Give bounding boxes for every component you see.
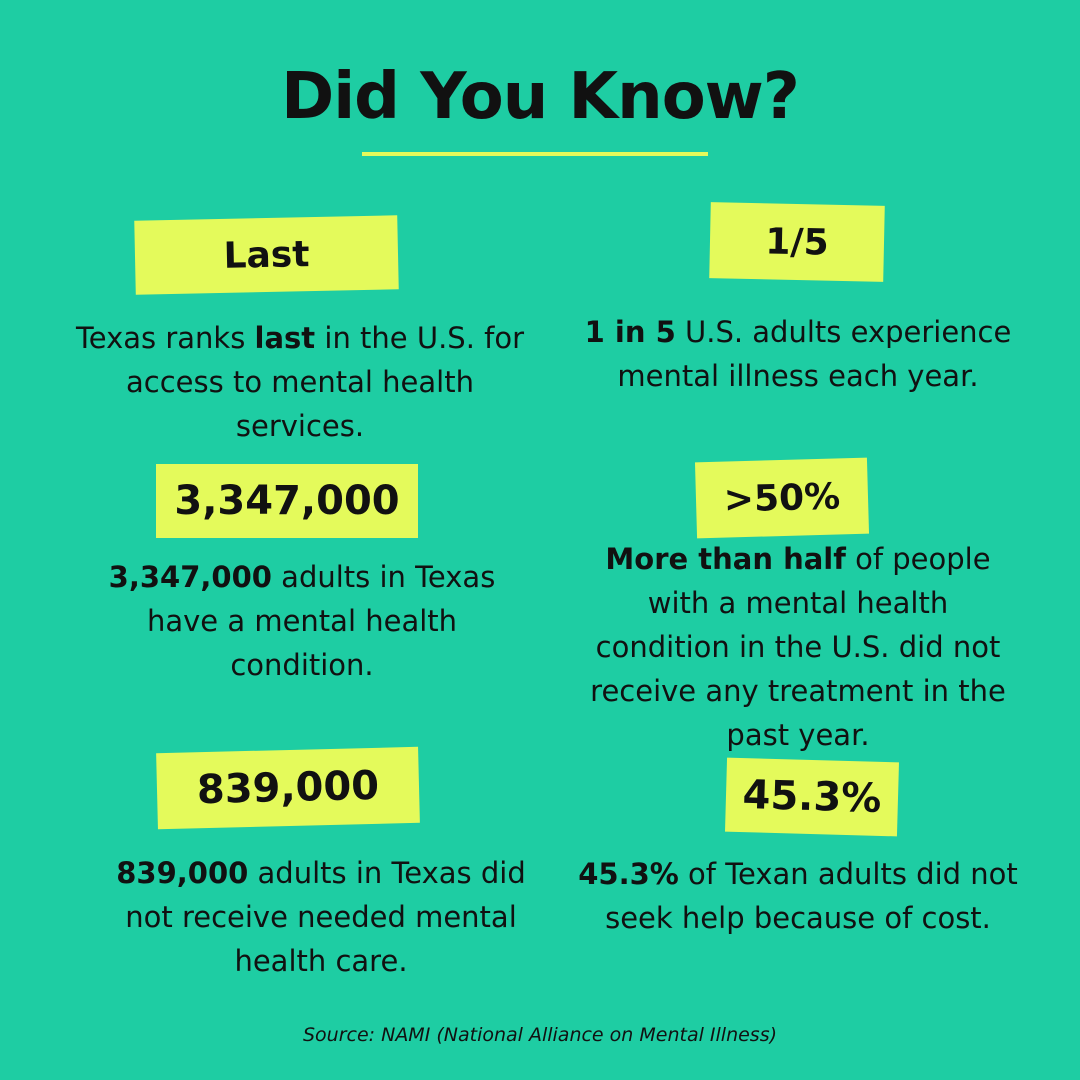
fact-text-over-half: More than half of people with a mental h… [590,542,1006,752]
fact-tag-one-fifth: 1/5 [709,202,885,282]
fact-highlight: 1 in 5 [584,315,676,349]
fact-highlight: last [254,321,316,355]
fact-text-last: Texas ranks last in the U.S. for access … [75,321,525,443]
fact-tag-label: 3,347,000 [174,478,400,524]
fact-text-3347000: 3,347,000 adults in Texas have a mental … [108,560,496,682]
page-title: Did You Know? [281,60,800,134]
fact-tag-label: 839,000 [196,762,380,814]
fact-highlight: 45.3% [578,857,679,891]
fact-highlight: 839,000 [116,856,249,890]
fact-tag-label: 1/5 [764,220,830,264]
fact-text-839000: 839,000 adults in Texas did not receive … [116,856,526,978]
fact-tag-last: Last [134,215,399,295]
title-underline [362,152,708,156]
fact-tag-label: >50% [723,475,841,521]
fact-tag-45-3: 45.3% [725,757,899,837]
fact-tag-label: 45.3% [741,772,883,822]
source-citation: Source: NAMI (National Alliance on Menta… [302,1024,778,1046]
fact-highlight: More than half [605,542,846,576]
fact-highlight: 3,347,000 [108,560,272,594]
fact-tag-label: Last [223,233,310,277]
fact-text-one-fifth: 1 in 5 U.S. adults experience mental ill… [584,315,1012,393]
fact-tag-over-half: >50% [694,457,870,539]
fact-tag-3347000: 3,347,000 [156,464,418,538]
fact-tag-839000: 839,000 [156,746,420,830]
fact-text-45-3: 45.3% of Texan adults did not seek help … [578,857,1018,935]
